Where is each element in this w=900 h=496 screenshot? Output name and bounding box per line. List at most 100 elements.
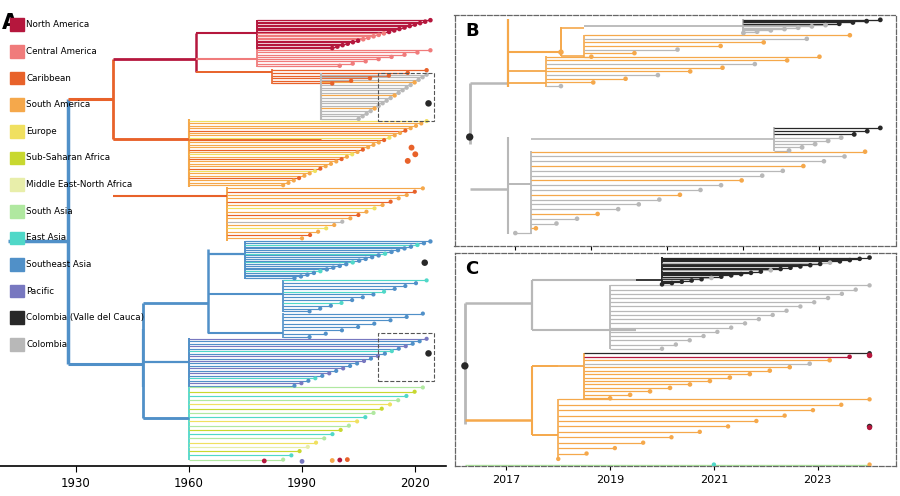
Point [320, 265, 334, 273]
Point [335, 155, 349, 163]
Point [350, 148, 365, 156]
Point [832, 20, 846, 28]
Point [791, 24, 806, 32]
Point [384, 248, 399, 256]
Point [363, 74, 377, 82]
Point [734, 177, 749, 185]
Point [832, 257, 847, 265]
Point [302, 308, 317, 315]
Point [282, 179, 296, 187]
Point [623, 391, 637, 399]
Point [358, 413, 373, 421]
Text: Middle East-North Africa: Middle East-North Africa [26, 180, 132, 189]
Point [392, 25, 407, 33]
Point [655, 280, 670, 288]
Point [372, 31, 386, 39]
Point [336, 365, 350, 372]
Point [873, 16, 887, 24]
Point [821, 137, 835, 145]
Point [834, 401, 849, 409]
Point [603, 394, 617, 402]
Point [319, 330, 333, 338]
Point [803, 360, 817, 368]
Point [423, 16, 437, 24]
Point [414, 120, 428, 127]
Point [287, 382, 302, 390]
Point [366, 32, 381, 40]
Point [675, 278, 689, 286]
Point [636, 438, 651, 446]
Point [406, 340, 420, 348]
Text: Southeast Asia: Southeast Asia [26, 260, 92, 269]
Point [400, 313, 414, 321]
Point [655, 345, 670, 353]
Point [319, 162, 333, 170]
Point [410, 241, 425, 249]
Point [398, 23, 412, 31]
Point [724, 324, 738, 332]
Text: North America: North America [26, 20, 89, 29]
Text: South America: South America [26, 100, 90, 109]
Point [382, 71, 396, 79]
Point [372, 138, 386, 146]
Point [393, 129, 408, 137]
Point [748, 60, 762, 68]
Point [317, 434, 331, 442]
Point [669, 341, 683, 349]
Point [383, 316, 398, 324]
Point [763, 26, 778, 34]
Point [392, 194, 406, 202]
Point [372, 55, 386, 63]
Point [329, 367, 344, 375]
Point [416, 185, 430, 192]
Point [372, 102, 386, 110]
Point [378, 350, 392, 358]
Point [356, 146, 370, 154]
Text: East Asia: East Asia [26, 233, 66, 243]
Bar [10, 258, 23, 271]
Point [372, 251, 386, 259]
Point [399, 342, 413, 350]
Point [287, 274, 302, 282]
Point [359, 110, 374, 118]
Point [358, 255, 373, 263]
Point [350, 418, 365, 426]
Point [419, 335, 434, 343]
Point [862, 423, 877, 431]
Point [308, 374, 322, 382]
Point [779, 307, 794, 314]
Point [670, 46, 685, 54]
Point [672, 191, 687, 199]
Point [703, 377, 717, 385]
Text: Central America: Central America [26, 47, 97, 56]
Bar [10, 72, 23, 84]
Bar [10, 45, 23, 58]
Point [742, 370, 757, 378]
Point [858, 148, 872, 156]
Point [408, 150, 422, 158]
Point [738, 319, 752, 327]
Point [860, 17, 874, 25]
Point [627, 49, 642, 57]
Point [335, 326, 349, 334]
Point [683, 380, 698, 388]
Text: Pacific: Pacific [26, 287, 54, 296]
Point [392, 345, 406, 353]
Bar [10, 205, 23, 218]
Point [463, 133, 477, 141]
Text: South Asia: South Asia [26, 207, 73, 216]
Bar [10, 311, 23, 324]
Point [652, 195, 667, 203]
Point [721, 423, 735, 431]
Point [766, 311, 780, 319]
Point [549, 220, 563, 228]
Bar [377, 73, 434, 121]
Point [257, 457, 272, 465]
Point [421, 349, 436, 357]
Point [757, 38, 771, 46]
Point [418, 18, 432, 26]
Point [339, 153, 354, 161]
Point [793, 303, 807, 310]
Point [366, 141, 381, 149]
Point [351, 37, 365, 45]
